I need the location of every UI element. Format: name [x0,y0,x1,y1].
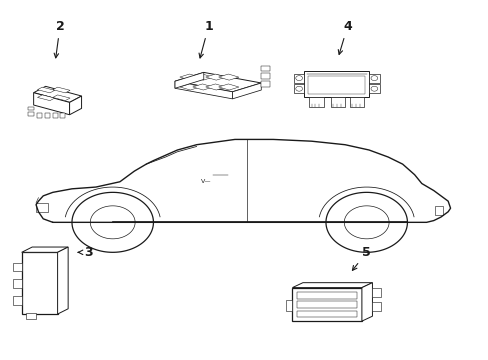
Bar [330,97,345,107]
Bar [297,311,356,317]
Circle shape [370,86,377,91]
Polygon shape [180,74,200,80]
Polygon shape [192,74,213,80]
Polygon shape [180,84,200,90]
Bar [434,207,443,215]
Circle shape [295,76,302,81]
Bar [45,113,50,118]
Bar [13,296,21,305]
Text: 2: 2 [54,20,64,58]
Bar [308,97,323,107]
Bar [297,292,356,298]
Bar [292,288,361,321]
Text: 5: 5 [352,246,370,270]
Bar [372,302,380,311]
Bar [13,262,21,271]
Polygon shape [53,87,70,93]
Polygon shape [58,247,68,314]
Bar [261,66,269,71]
Bar [372,288,380,297]
Bar [26,313,36,319]
Bar [21,252,58,314]
Polygon shape [21,247,68,252]
Bar [368,84,379,93]
Bar [285,300,292,311]
Bar [349,97,364,107]
Polygon shape [38,95,55,100]
Polygon shape [218,74,239,80]
Polygon shape [175,72,203,88]
Polygon shape [53,95,70,100]
Polygon shape [192,84,213,90]
Polygon shape [205,74,225,80]
Bar [304,71,368,97]
Polygon shape [218,84,239,90]
Bar [38,113,42,118]
Polygon shape [34,93,69,115]
Bar [36,203,48,212]
Text: 1: 1 [199,20,212,58]
Bar [53,113,58,118]
Polygon shape [205,84,225,90]
Bar [261,81,269,86]
Polygon shape [292,283,372,288]
Polygon shape [38,87,55,93]
Circle shape [370,76,377,81]
Polygon shape [69,96,81,115]
Circle shape [295,86,302,91]
Bar [13,279,21,288]
Bar [297,301,356,308]
Polygon shape [361,283,372,321]
Polygon shape [34,86,81,102]
Bar [261,73,269,79]
Bar [307,76,365,94]
Text: 3: 3 [78,246,93,259]
Bar [61,113,65,118]
Text: V—: V— [201,179,211,184]
Polygon shape [175,81,232,99]
Bar [368,74,379,82]
Bar [293,84,304,93]
Bar [28,107,34,110]
Polygon shape [232,83,261,99]
Polygon shape [175,72,261,92]
Bar [293,74,304,82]
Bar [28,112,34,116]
Text: 4: 4 [338,20,351,54]
